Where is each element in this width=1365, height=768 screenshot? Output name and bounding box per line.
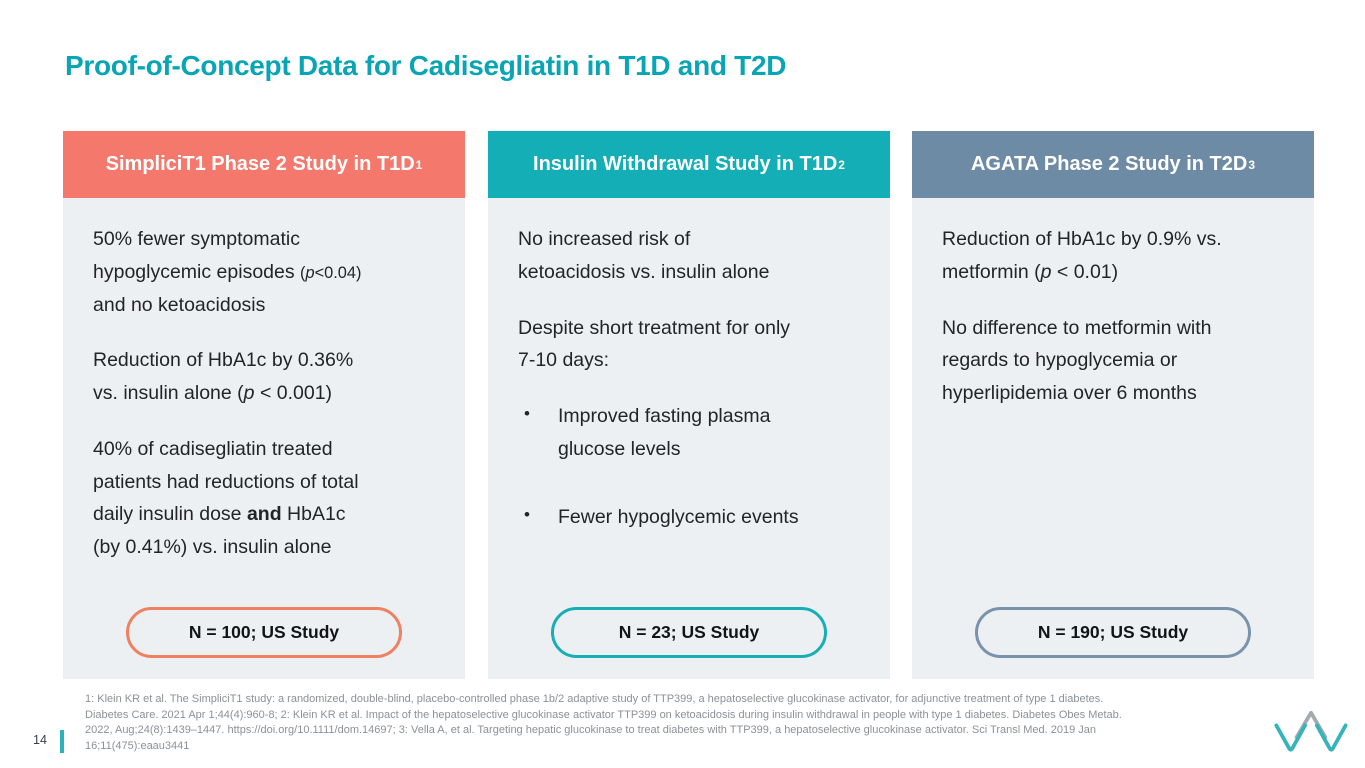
n-count-label: N = 23; US Study — [618, 621, 760, 642]
card-header-text: AGATA Phase 2 Study in T2D — [970, 153, 1248, 175]
paragraph: Reduction of HbA1c by 0.36% vs. insulin a… — [93, 344, 435, 410]
page-number-divider-bar — [60, 730, 64, 753]
bullet-text: Fewer hypoglycemic events — [558, 505, 799, 528]
card-body-agata: Reduction of HbA1c by 0.9% vs. metformin … — [912, 198, 1314, 679]
footnote-line: 1: Klein KR et al. The SimpliciT1 study:… — [85, 693, 1104, 705]
n-count-badge: N = 190; US Study — [975, 607, 1251, 658]
n-count-label: N = 100; US Study — [188, 621, 340, 642]
card-body-simplicit1: 50% fewer symptomatic hypoglycemic episod… — [63, 198, 465, 679]
vtv-logo-icon — [1274, 710, 1348, 752]
card-header-simplicit1: SimpliciT1 Phase 2 Study in T1D 1 — [63, 131, 465, 198]
n-count-label: N = 190; US Study — [1037, 621, 1189, 642]
card-simplicit1: SimpliciT1 Phase 2 Study in T1D 1 50% few… — [63, 131, 465, 679]
paragraph: Reduction of HbA1c by 0.9% vs. metformin … — [942, 223, 1284, 289]
paragraph: 40% of cadisegliatin treated patients had… — [93, 433, 435, 564]
n-count-badge: N = 23; US Study — [551, 607, 827, 658]
paragraph: No difference to metformin with regards t… — [942, 312, 1284, 410]
paragraph: Despite short treatment for only 7-10 day… — [518, 312, 860, 378]
paragraph-text: No increased risk of ketoacidosis vs. ins… — [518, 228, 770, 283]
paragraph-text: 40% of cadisegliatin treated patients had… — [93, 437, 359, 558]
paragraph-text: Reduction of HbA1c by 0.36% vs. insulin a… — [93, 349, 354, 404]
references-footnote: 1: Klein KR et al. The SimpliciT1 study:… — [85, 692, 1275, 754]
bullet-marker: • — [524, 504, 530, 524]
bullet-item: • Fewer hypoglycemic events — [518, 501, 860, 534]
paragraph: 50% fewer symptomatic hypoglycemic episod… — [93, 223, 435, 321]
paragraph: No increased risk of ketoacidosis vs. ins… — [518, 223, 860, 289]
card-agata: AGATA Phase 2 Study in T2D 3 Reduction of… — [912, 131, 1314, 679]
vtv-logo — [1273, 704, 1349, 762]
card-insulin-withdrawal: Insulin Withdrawal Study in T1D 2 No incr… — [488, 131, 890, 679]
paragraph-text: Despite short treatment for only 7-10 day… — [518, 316, 791, 372]
bullet-item: • Improved fasting plasma glucose levels — [518, 400, 860, 466]
card-header-text: Insulin Withdrawal Study in T1D — [533, 153, 838, 175]
footnote-line: 2022, Aug;24(8):1439–1447. https://doi.o… — [85, 724, 1097, 736]
footnote-line: Diabetes Care. 2021 Apr 1;44(4):960-8; 2… — [85, 708, 1122, 721]
card-body-insulin-withdrawal: No increased risk of ketoacidosis vs. ins… — [488, 198, 890, 679]
bullet-text: Improved fasting plasma glucose levels — [558, 405, 771, 460]
n-count-badge: N = 100; US Study — [126, 607, 402, 658]
card-header-insulin-withdrawal: Insulin Withdrawal Study in T1D 2 — [488, 131, 890, 198]
bullet-marker: • — [524, 404, 530, 423]
card-header-agata: AGATA Phase 2 Study in T2D 3 — [912, 131, 1314, 198]
page-number: 14 — [33, 733, 47, 747]
card-header-text: SimpliciT1 Phase 2 Study in T1D — [105, 153, 415, 175]
footnote-line: 16;11(475):eaau3441 — [85, 739, 190, 752]
paragraph-text: 50% fewer symptomatic hypoglycemic episod… — [93, 228, 362, 316]
slide-title: Proof-of-Concept Data for Cadisegliatin … — [65, 50, 787, 81]
paragraph-text: Reduction of HbA1c by 0.9% vs. metformin … — [942, 228, 1222, 283]
paragraph-text: No difference to metformin with regards t… — [942, 316, 1212, 405]
